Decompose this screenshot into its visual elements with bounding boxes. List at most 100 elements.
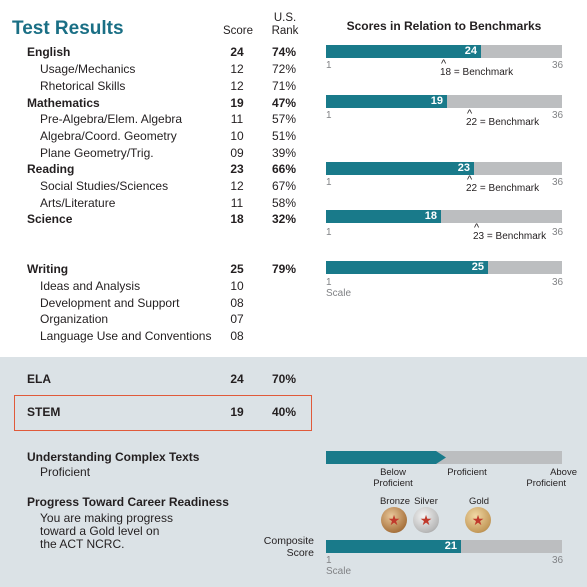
- math-rank: 47%: [271, 96, 297, 110]
- english-scale-max: 36: [552, 60, 564, 71]
- rhetorical-label: Rhetorical Skills: [40, 79, 126, 93]
- benchmarks-header: Scores in Relation to Benchmarks: [346, 19, 542, 33]
- bronze-label: Bronze: [379, 496, 411, 507]
- us-rank-header-line1: U.S.: [273, 12, 297, 24]
- ela-score: 24: [230, 372, 244, 386]
- science-score-bar: 18: [326, 210, 562, 223]
- stem-score: 19: [230, 405, 244, 419]
- reading-scale-min: 1: [326, 177, 332, 188]
- algcoord-score: 10: [230, 129, 244, 143]
- composite-bar-value: 21: [444, 540, 457, 552]
- arts-score: 11: [230, 196, 244, 210]
- language-label: Language Use and Conventions: [40, 329, 212, 343]
- math-benchmark-caret: ^: [467, 108, 473, 120]
- prealg-rank: 57%: [271, 112, 297, 126]
- language-score: 08: [230, 329, 244, 343]
- writing-scale-label: Scale: [326, 288, 352, 299]
- ideas-label: Ideas and Analysis: [40, 279, 141, 293]
- organization-score: 07: [230, 312, 244, 326]
- arts-label: Arts/Literature: [40, 196, 116, 210]
- score-header: Score: [222, 25, 254, 37]
- math-bar-fill: 19: [326, 95, 447, 108]
- writing-bar-value: 25: [471, 261, 484, 273]
- composite-label-line2: Score: [286, 547, 314, 559]
- science-label: Science: [27, 212, 73, 226]
- science-benchmark-label: 23 = Benchmark: [473, 231, 547, 242]
- english-score: 24: [230, 45, 244, 59]
- star-icon: ★: [419, 512, 433, 528]
- stem-label: STEM: [27, 405, 61, 419]
- reading-label: Reading: [27, 162, 75, 176]
- plane-label: Plane Geometry/Trig.: [40, 146, 154, 160]
- english-bar-fill: 24: [326, 45, 481, 58]
- uct-proficient-label: Proficient: [447, 467, 487, 478]
- composite-scale-label: Scale: [326, 566, 352, 577]
- uct-progress-fill: [326, 451, 436, 464]
- english-score-bar: 24: [326, 45, 562, 58]
- composite-label-line1: Composite: [263, 535, 314, 547]
- stem-highlight-box: [14, 395, 312, 431]
- math-score: 19: [230, 96, 244, 110]
- writing-rank: 79%: [271, 262, 297, 276]
- usage-score: 12: [230, 62, 244, 76]
- plane-score: 09: [230, 146, 244, 160]
- math-score-bar: 19: [326, 95, 562, 108]
- science-scale-max: 36: [552, 227, 564, 238]
- composite-bar-fill: 21: [326, 540, 461, 553]
- reading-benchmark-label: 22 = Benchmark: [466, 183, 540, 194]
- english-rank: 74%: [271, 45, 297, 59]
- silver-label: Silver: [414, 496, 438, 507]
- rhetorical-rank: 71%: [271, 79, 297, 93]
- uct-above-line1: Above: [550, 467, 577, 478]
- uct-below-line2: Proficient: [373, 478, 413, 489]
- prealg-label: Pre-Algebra/Elem. Algebra: [40, 112, 183, 126]
- reading-scale-max: 36: [552, 177, 564, 188]
- usage-label: Usage/Mechanics: [40, 62, 136, 76]
- math-label: Mathematics: [27, 96, 100, 110]
- writing-label: Writing: [27, 262, 69, 276]
- rhetorical-score: 12: [230, 79, 244, 93]
- composite-scale-max: 36: [552, 555, 564, 566]
- writing-scale-max: 36: [552, 277, 564, 288]
- math-bar-value: 19: [430, 95, 443, 107]
- star-icon: ★: [387, 512, 401, 528]
- uct-title: Understanding Complex Texts: [27, 450, 200, 464]
- algcoord-label: Algebra/Coord. Geometry: [40, 129, 177, 143]
- bronze-medal-icon: ★: [381, 507, 407, 533]
- reading-bar-value: 23: [457, 162, 470, 174]
- uct-below-line1: Below: [380, 467, 406, 478]
- english-benchmark-caret: ^: [441, 58, 447, 70]
- career-title: Progress Toward Career Readiness: [27, 495, 229, 509]
- math-scale-max: 36: [552, 110, 564, 121]
- writing-score: 25: [230, 262, 244, 276]
- social-score: 12: [230, 179, 244, 193]
- science-score: 18: [230, 212, 244, 226]
- social-rank: 67%: [271, 179, 297, 193]
- english-label: English: [27, 45, 71, 59]
- reading-bar-fill: 23: [326, 162, 474, 175]
- science-bar-value: 18: [424, 210, 437, 222]
- social-label: Social Studies/Sciences: [40, 179, 169, 193]
- ela-rank: 70%: [271, 372, 297, 386]
- gold-medal-icon: ★: [465, 507, 491, 533]
- career-line2: toward a Gold level on: [40, 524, 160, 538]
- page-title: Test Results: [12, 18, 124, 39]
- science-benchmark-caret: ^: [474, 222, 480, 234]
- writing-scale-min: 1: [326, 277, 332, 288]
- uct-progress-bar: [326, 451, 562, 464]
- silver-medal-icon: ★: [413, 507, 439, 533]
- career-line3: the ACT NCRC.: [40, 537, 125, 551]
- uct-above-line2: Proficient: [526, 478, 566, 489]
- ela-label: ELA: [27, 372, 51, 386]
- usage-rank: 72%: [271, 62, 297, 76]
- uct-level: Proficient: [40, 465, 91, 479]
- writing-score-bar: 25: [326, 261, 562, 274]
- ideas-score: 10: [230, 279, 244, 293]
- composite-scale-min: 1: [326, 555, 332, 566]
- english-scale-min: 1: [326, 60, 332, 71]
- science-scale-min: 1: [326, 227, 332, 238]
- stem-rank: 40%: [271, 405, 297, 419]
- plane-rank: 39%: [271, 146, 297, 160]
- english-benchmark-label: 18 = Benchmark: [440, 67, 514, 78]
- star-icon: ★: [471, 512, 485, 528]
